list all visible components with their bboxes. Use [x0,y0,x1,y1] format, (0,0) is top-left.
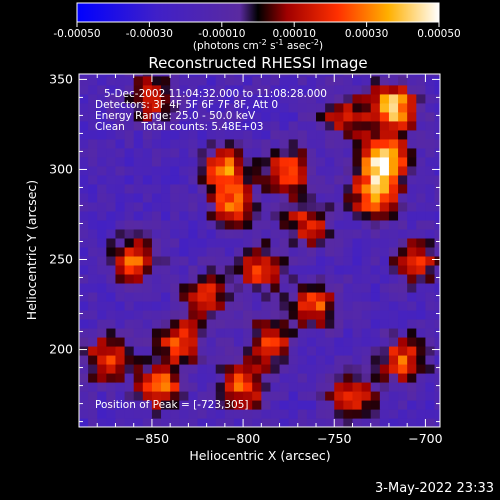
detectors-label: Detectors: 3F 4F 5F 6F 7F 8F, Att 0 [95,99,278,111]
time-range-label: 5-Dec-2002 11:04:32.000 to 11:08:28.000 [104,88,327,100]
y-tick-label: 200 [49,342,73,357]
chart-title: Reconstructed RHESSI Image [148,54,367,72]
x-tick-label: −850 [135,431,169,446]
heatmap-image [79,74,440,427]
x-axis: −850 −800 −750 −700 [96,74,443,446]
energy-range-label: Energy Range: 25.0 - 50.0 keV [95,110,256,122]
colorbar: -0.00050 -0.00030 -0.00010 0.00010 0.00030 0.… [53,2,461,52]
x-tick-label: −700 [408,431,442,446]
colorbar-units: (photons cm-2 s-1 asec-2) [193,38,323,52]
colorbar-tick-label: 0.00010 [272,28,315,40]
plot-timestamp: 3-May-2022 23:33 [375,481,494,496]
colorbar-tick-label: -0.00050 [53,28,100,40]
colorbar-ticks: -0.00050 -0.00030 -0.00010 0.00010 0.00030 0.… [53,22,461,40]
plot-frame [78,73,441,428]
x-axis-label: Heliocentric X (arcsec) [189,448,330,463]
y-tick-label: 250 [49,252,73,267]
colorbar-gradient [76,2,440,23]
y-axis-label: Heliocentric Y (arcsec) [24,180,39,320]
x-tick-label: −800 [226,431,260,446]
colorbar-tick-label: 0.00050 [417,28,460,40]
x-tick-label: −750 [317,431,351,446]
clean-counts-label: Clean Total counts: 5.48E+03 [95,121,264,133]
colorbar-tick-label: -0.00030 [126,28,173,40]
colorbar-tick-label: 0.00030 [345,28,388,40]
y-tick-label: 300 [49,161,73,176]
observation-info: 5-Dec-2002 11:04:32.000 to 11:08:28.000 … [95,88,327,133]
peak-position-label: Position of Peak = [-723,305] [95,399,249,411]
y-axis: 200 250 300 350 [49,71,440,423]
y-tick-label: 350 [49,71,73,86]
colorbar-tick-label: -0.00010 [198,28,245,40]
